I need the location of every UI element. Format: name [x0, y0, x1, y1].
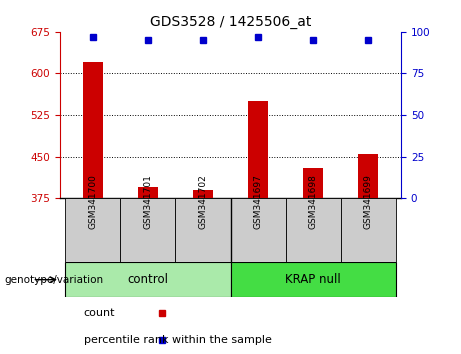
Text: GSM341700: GSM341700 [89, 174, 97, 229]
Text: KRAP null: KRAP null [285, 273, 341, 286]
Text: GSM341698: GSM341698 [308, 174, 318, 229]
FancyBboxPatch shape [230, 198, 285, 262]
FancyBboxPatch shape [230, 262, 396, 297]
Text: percentile rank within the sample: percentile rank within the sample [84, 335, 272, 345]
Bar [359, 154, 378, 198]
Text: control: control [127, 273, 168, 286]
FancyBboxPatch shape [176, 198, 230, 262]
FancyBboxPatch shape [341, 198, 396, 262]
Text: GSM341699: GSM341699 [364, 174, 372, 229]
Bar [193, 190, 213, 198]
Text: GSM341697: GSM341697 [254, 174, 262, 229]
FancyBboxPatch shape [285, 198, 341, 262]
Bar [138, 187, 158, 198]
Text: GSM341701: GSM341701 [143, 174, 153, 229]
Text: genotype/variation: genotype/variation [5, 275, 104, 285]
Bar [83, 62, 103, 198]
FancyBboxPatch shape [65, 198, 120, 262]
FancyBboxPatch shape [120, 198, 176, 262]
Title: GDS3528 / 1425506_at: GDS3528 / 1425506_at [150, 16, 311, 29]
Bar [248, 101, 268, 198]
Bar [303, 168, 323, 198]
Text: GSM341702: GSM341702 [199, 174, 207, 229]
FancyBboxPatch shape [65, 262, 230, 297]
Text: count: count [84, 308, 115, 318]
